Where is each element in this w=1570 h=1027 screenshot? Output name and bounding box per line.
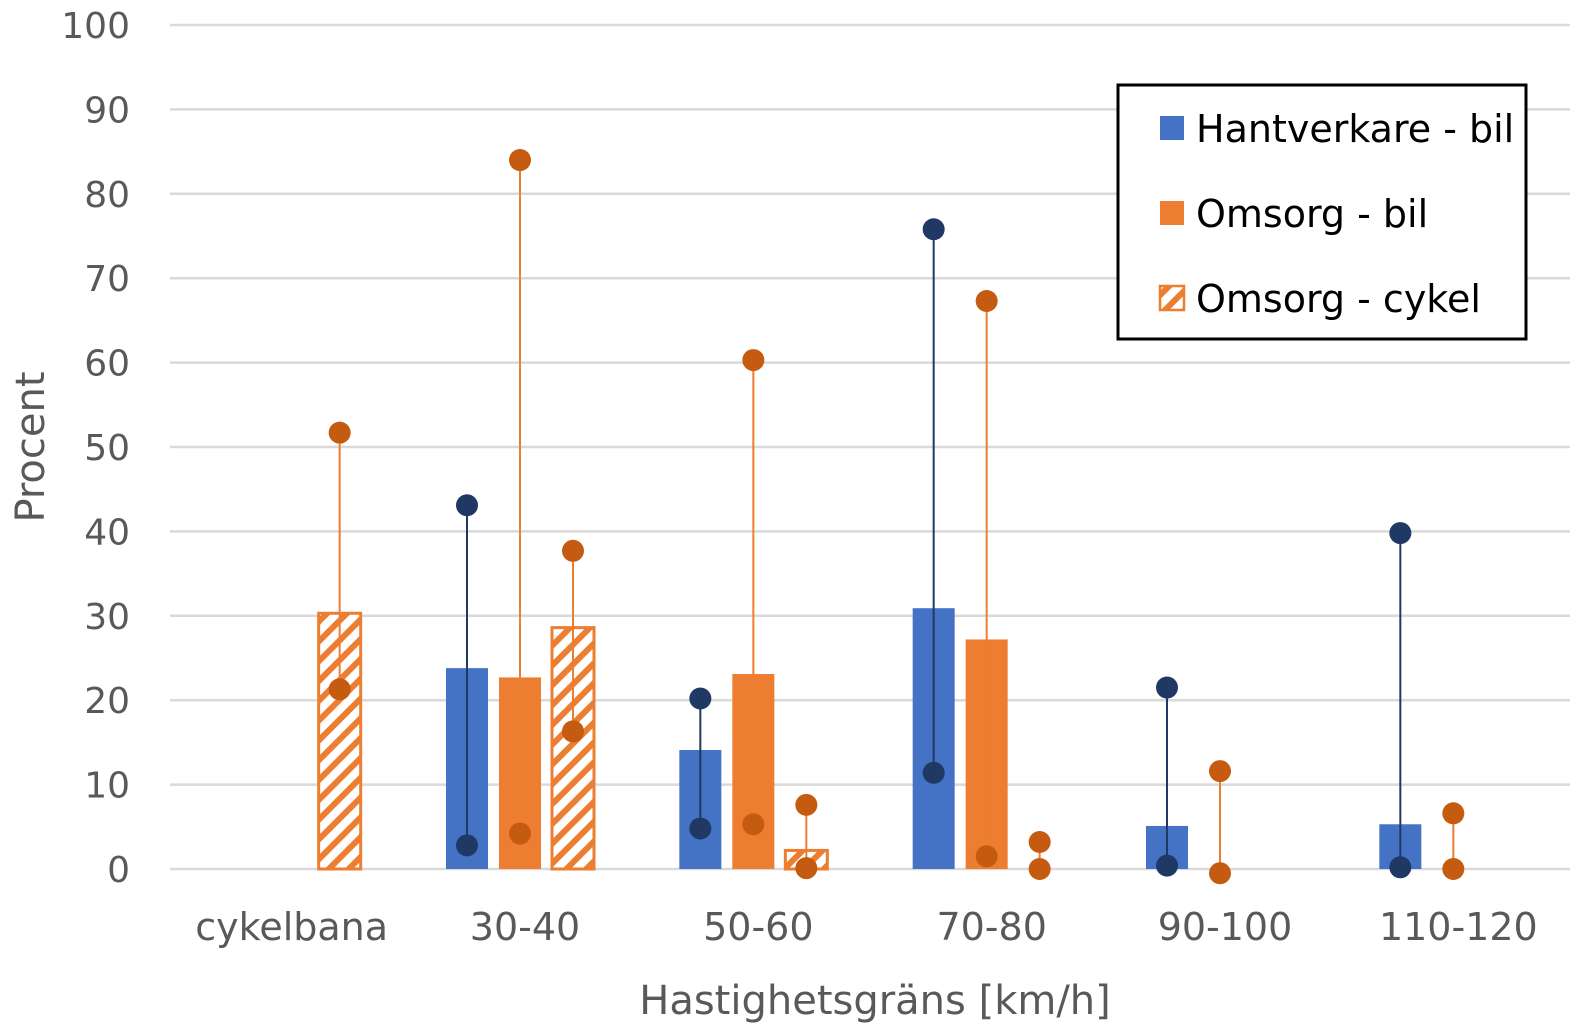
legend-label: Omsorg - cykel: [1196, 277, 1481, 321]
y-tick-label: 60: [84, 344, 130, 385]
y-tick-label: 70: [84, 259, 130, 300]
range-min-point: [1209, 862, 1231, 885]
y-axis-title: Procent: [8, 371, 54, 522]
range-min-point: [975, 845, 998, 868]
x-axis-title: Hastighetsgräns [km/h]: [639, 978, 1111, 1024]
legend-swatch: [1160, 201, 1184, 225]
range-max-point: [1209, 760, 1231, 783]
range-max-point: [562, 539, 584, 562]
range-min-point: [509, 822, 531, 845]
range-max-point: [509, 149, 531, 172]
legend-box: [1116, 83, 1528, 341]
range-max-point: [1389, 522, 1412, 545]
y-tick-label: 30: [84, 597, 130, 638]
legend-swatch: [1160, 116, 1184, 140]
bars: [317, 608, 1422, 871]
range-max-point: [795, 793, 818, 816]
x-tick-label: 70-80: [936, 905, 1046, 949]
range-min-point: [1389, 856, 1412, 879]
range-min-point: [456, 834, 478, 857]
legend-label: Omsorg - bil: [1196, 192, 1428, 236]
x-tick-label: cykelbana: [195, 905, 388, 949]
range-min-point: [1028, 858, 1051, 880]
y-tick-label: 100: [61, 6, 130, 47]
range-min-point: [922, 761, 945, 784]
x-tick-label: 110-120: [1379, 905, 1538, 949]
range-min-point: [562, 720, 584, 743]
y-tick-label: 80: [84, 175, 130, 216]
y-tick-label: 40: [84, 512, 130, 553]
y-tick-label: 20: [84, 681, 130, 722]
range-min-point: [328, 678, 351, 701]
x-tick-label: 50-60: [703, 905, 813, 949]
y-tick-label: 50: [84, 428, 130, 469]
range-min-point: [742, 813, 765, 836]
range-max-point: [922, 218, 945, 241]
range-min-point: [1442, 858, 1465, 880]
range-min-point: [795, 857, 818, 880]
legend: Hantverkare - bil Omsorg - bil Omsorg - cy…: [1116, 83, 1528, 341]
y-tick-label: 90: [84, 90, 130, 131]
range-min-point: [689, 817, 712, 840]
x-tick-label: 90-100: [1158, 905, 1293, 949]
y-tick-label: 10: [84, 766, 130, 807]
range-max-point: [742, 349, 765, 372]
x-axis-categories: cykelbana 30-40 50-60 70-80 90-100 110-120: [195, 905, 1537, 949]
range-max-point: [975, 289, 998, 312]
y-tick-label: 0: [107, 850, 130, 891]
range-max-point: [328, 421, 351, 444]
range-max-point: [456, 494, 478, 517]
range-max-point: [689, 687, 712, 710]
range-max-point: [1028, 830, 1051, 853]
legend-swatch: [1158, 284, 1186, 312]
range-max-point: [1156, 676, 1178, 699]
range-max-point: [1442, 802, 1465, 825]
range-markers: [328, 149, 1465, 885]
y-axis-ticks: 0 10 20 30 40 50 60 70 80 90 100: [61, 6, 130, 891]
legend-label: Hantverkare - bil: [1196, 107, 1514, 151]
x-tick-label: 30-40: [470, 905, 580, 949]
range-min-point: [1156, 854, 1178, 877]
